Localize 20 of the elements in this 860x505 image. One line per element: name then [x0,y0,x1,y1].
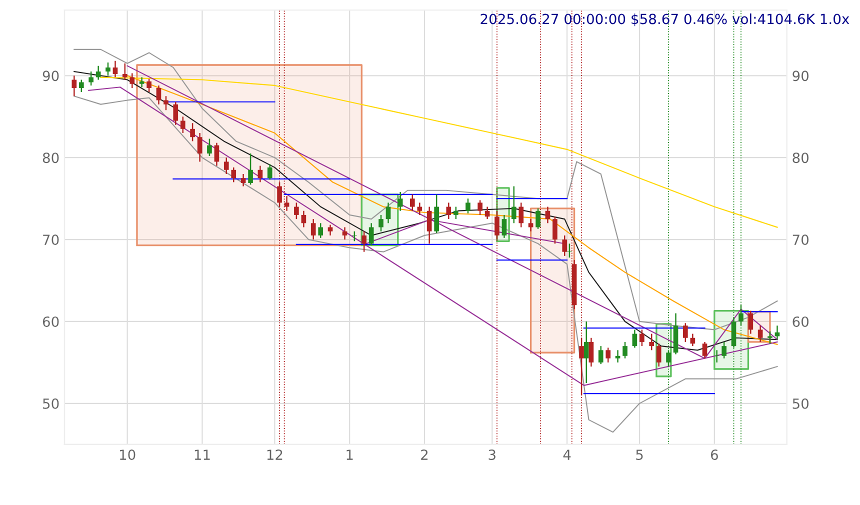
x-tick-label: 3 [488,450,496,460]
x-tick-label: 5 [636,450,643,460]
x-tick-label: 6 [710,450,718,460]
y-tick-label: 80 [42,152,59,164]
x-tick-label: 2 [421,450,428,460]
x-tick-label: 11 [194,450,210,460]
x-tick-label: 4 [563,450,571,460]
x-tick-label: 12 [267,450,282,460]
y2-tick-label: 70 [792,234,809,246]
y-tick-label: 70 [43,234,59,246]
y2-tick-label: 80 [792,152,809,164]
x-tick-label: 1 [346,450,353,460]
y-tick-label: 50 [43,398,59,409]
y-tick-label: 60 [42,316,59,327]
y2-tick-label: 50 [792,398,809,409]
y2-tick-label: 90 [792,70,809,82]
chart-title: 2025.06.27 00:00:00 $58.67 0.46% vol:4104.6K 1.0x [480,13,850,26]
x-tick-label: 10 [120,450,136,460]
y-tick-label: 90 [42,70,59,82]
y2-tick-label: 60 [792,316,809,327]
